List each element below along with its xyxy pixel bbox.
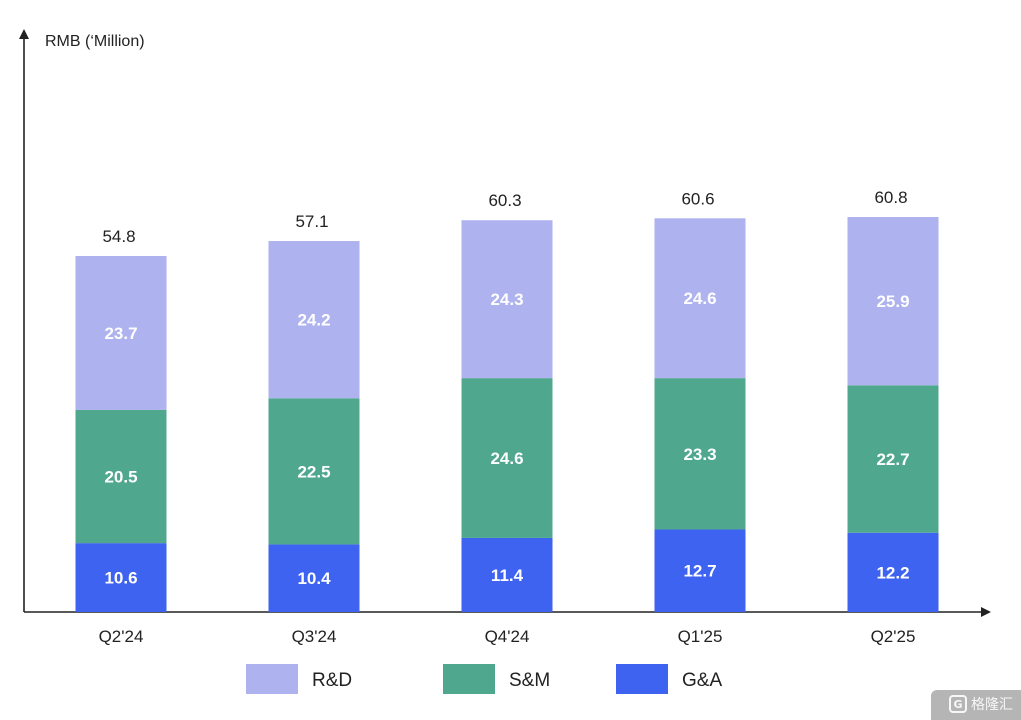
bars-group: 10.6 20.5 23.7 54.8 10.4 22.5 24.2 57.1 11.4 24.6… — [75, 188, 939, 612]
x-tick-labels: Q2'24 Q3'24 Q4'24 Q1'25 Q2'25 — [99, 627, 916, 646]
bar-ganda-q324 — [268, 544, 360, 612]
watermark-logo-icon: G — [949, 695, 967, 713]
data-label-ganda-q424: 11.4 — [491, 566, 524, 585]
legend-swatch-ganda — [616, 664, 668, 694]
data-label-ganda-q224: 10.6 — [104, 569, 137, 588]
x-tick-label-q424: Q4'24 — [485, 627, 530, 646]
x-tick-label-q324: Q3'24 — [292, 627, 337, 646]
bar-sandm-q224 — [75, 409, 167, 544]
total-label-q424: 60.3 — [488, 191, 521, 210]
data-label-randd-q224: 23.7 — [104, 324, 137, 343]
data-label-randd-q324: 24.2 — [297, 311, 330, 330]
data-label-randd-q424: 24.3 — [490, 290, 523, 309]
bar-sandm-q424 — [461, 378, 553, 538]
bar-ganda-q125 — [654, 529, 746, 612]
data-label-sandm-q324: 22.5 — [297, 462, 330, 481]
total-label-q225: 60.8 — [874, 188, 907, 207]
data-label-sandm-q224: 20.5 — [104, 468, 137, 487]
legend-label-randd: R&D — [312, 670, 352, 691]
legend-swatch-sandm — [443, 664, 495, 694]
x-tick-label-q225: Q2'25 — [871, 627, 916, 646]
data-label-ganda-q324: 10.4 — [297, 569, 331, 588]
bar-sandm-q225 — [847, 385, 939, 533]
x-tick-label-q224: Q2'24 — [99, 627, 144, 646]
bar-sandm-q125 — [654, 378, 746, 530]
y-axis-title: RMB (‘Million) — [45, 33, 145, 50]
bar-ganda-q224 — [75, 543, 167, 612]
bar-randd-q224 — [75, 255, 167, 410]
data-label-sandm-q225: 22.7 — [876, 450, 909, 469]
bar-ganda-q225 — [847, 532, 939, 612]
legend: R&D S&M G&A — [246, 664, 722, 694]
bar-randd-q125 — [654, 218, 746, 379]
bar-sandm-q324 — [268, 398, 360, 545]
bar-randd-q324 — [268, 241, 360, 399]
data-label-sandm-q424: 24.6 — [490, 449, 523, 468]
data-label-randd-q225: 25.9 — [876, 292, 909, 311]
total-label-q125: 60.6 — [681, 189, 714, 208]
legend-label-sandm: S&M — [509, 670, 550, 691]
total-label-q224: 54.8 — [102, 227, 135, 246]
bar-ganda-q424 — [461, 537, 553, 612]
bar-randd-q225 — [847, 217, 939, 386]
legend-label-ganda: G&A — [682, 670, 722, 691]
bar-randd-q424 — [461, 220, 553, 379]
legend-swatch-randd — [246, 664, 298, 694]
total-label-q324: 57.1 — [295, 212, 328, 231]
data-label-ganda-q125: 12.7 — [683, 562, 716, 581]
watermark: G 格隆汇 — [949, 694, 1013, 714]
watermark-background — [931, 690, 1021, 720]
data-label-sandm-q125: 23.3 — [683, 445, 716, 464]
data-label-randd-q125: 24.6 — [683, 289, 716, 308]
x-tick-label-q125: Q1'25 — [678, 627, 723, 646]
watermark-text: 格隆汇 — [971, 697, 1013, 713]
data-label-ganda-q225: 12.2 — [876, 563, 909, 582]
